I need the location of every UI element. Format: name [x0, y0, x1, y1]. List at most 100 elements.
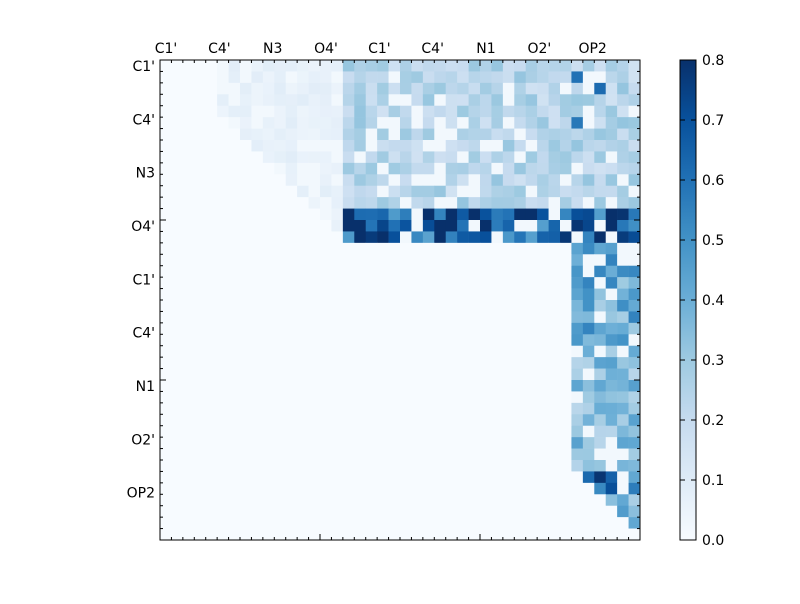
heatmap-cell: [217, 231, 229, 244]
heatmap-cell: [605, 185, 618, 198]
heatmap-cell: [274, 254, 287, 267]
heatmap-cell: [560, 368, 572, 381]
heatmap-cell: [194, 140, 207, 152]
heatmap-cell: [377, 197, 389, 209]
heatmap-cell: [560, 197, 572, 209]
heatmap-cell: [320, 448, 332, 461]
heatmap-cell: [434, 254, 447, 267]
heatmap-cell: [434, 505, 447, 518]
heatmap-cell: [434, 220, 447, 232]
colorbar-tick-label: 0.3: [702, 353, 724, 369]
heatmap-cell: [560, 151, 572, 164]
heatmap-cell: [560, 505, 572, 518]
heatmap-cell: [217, 482, 229, 495]
heatmap-cell: [388, 391, 401, 404]
heatmap-cell: [525, 151, 538, 164]
heatmap-cell: [422, 517, 435, 529]
heatmap-cell: [251, 242, 264, 255]
heatmap-cell: [274, 322, 287, 335]
heatmap-cell: [251, 357, 264, 369]
heatmap-cell: [491, 414, 504, 427]
heatmap-cell: [434, 448, 447, 461]
heatmap-cell: [217, 300, 229, 312]
heatmap-cell: [605, 162, 618, 175]
heatmap-cell: [548, 414, 561, 427]
heatmap-cell: [274, 197, 287, 209]
heatmap-cell: [422, 437, 435, 449]
heatmap-cell: [457, 162, 469, 175]
heatmap-cell: [502, 300, 515, 312]
heatmap-cell: [240, 437, 252, 449]
heatmap-cell: [617, 151, 629, 164]
heatmap-cell: [582, 117, 595, 129]
heatmap-cell: [251, 345, 264, 358]
heatmap-cell: [457, 105, 469, 118]
heatmap-cell: [194, 185, 207, 198]
heatmap-cell: [514, 448, 527, 461]
heatmap-cell: [365, 208, 378, 221]
heatmap-cell: [457, 448, 469, 461]
heatmap-cell: [285, 208, 298, 221]
heatmap-cell: [514, 437, 527, 449]
heatmap-cell: [480, 437, 492, 449]
heatmap-cell: [628, 311, 641, 324]
heatmap-cell: [251, 368, 264, 381]
heatmap-cell: [240, 448, 252, 461]
heatmap-cell: [377, 265, 389, 278]
heatmap-cell: [571, 197, 584, 209]
heatmap-cell: [582, 505, 595, 518]
heatmap-cell: [308, 402, 321, 415]
heatmap-cell: [560, 105, 572, 118]
heatmap-cell: [228, 94, 241, 107]
heatmap-cell: [331, 357, 344, 369]
heatmap-cell: [365, 425, 378, 438]
heatmap-cell: [240, 494, 252, 507]
heatmap-cell: [537, 117, 549, 129]
heatmap-cell: [182, 471, 195, 484]
heatmap-cell: [342, 311, 355, 324]
heatmap-cell: [582, 174, 595, 187]
heatmap-cell: [388, 528, 401, 541]
heatmap-cell: [388, 368, 401, 381]
heatmap-cell: [491, 277, 504, 289]
heatmap-cell: [582, 277, 595, 289]
heatmap-cell: [354, 460, 367, 472]
heatmap-cell: [434, 231, 447, 244]
heatmap-cell: [354, 528, 367, 541]
heatmap-cell: [445, 437, 458, 449]
heatmap-cell: [571, 528, 584, 541]
heatmap-cell: [262, 128, 275, 141]
heatmap-cell: [182, 151, 195, 164]
heatmap-cell: [480, 460, 492, 472]
heatmap-cell: [617, 448, 629, 461]
heatmap-cell: [160, 357, 172, 369]
heatmap-cell: [388, 128, 401, 141]
heatmap-cell: [422, 128, 435, 141]
heatmap-cell: [171, 82, 184, 95]
heatmap-cell: [160, 380, 172, 392]
heatmap-cell: [182, 482, 195, 495]
heatmap-cell: [537, 528, 549, 541]
heatmap-cell: [502, 425, 515, 438]
heatmap-cell: [422, 414, 435, 427]
heatmap-cell: [297, 322, 309, 335]
heatmap-cell: [571, 288, 584, 301]
heatmap-cell: [285, 60, 298, 72]
heatmap-cell: [320, 322, 332, 335]
heatmap-cell: [582, 162, 595, 175]
heatmap-cell: [297, 528, 309, 541]
heatmap-cell: [594, 208, 607, 221]
heatmap-cell: [308, 140, 321, 152]
heatmap-cell: [171, 300, 184, 312]
heatmap-cell: [582, 437, 595, 449]
heatmap-cell: [617, 460, 629, 472]
heatmap-cell: [422, 71, 435, 84]
heatmap-cell: [514, 60, 527, 72]
heatmap-cell: [434, 414, 447, 427]
heatmap-cell: [297, 471, 309, 484]
heatmap-cell: [525, 471, 538, 484]
heatmap-cell: [628, 105, 641, 118]
heatmap-cell: [605, 482, 618, 495]
heatmap-cell: [377, 288, 389, 301]
